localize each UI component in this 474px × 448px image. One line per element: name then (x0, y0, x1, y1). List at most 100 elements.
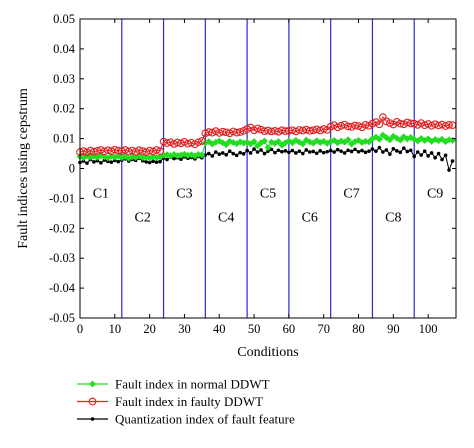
data-point (339, 149, 343, 153)
data-point (398, 150, 403, 155)
y-tick-label: -0.02 (49, 221, 75, 235)
data-point (445, 120, 453, 129)
x-tick-label: 0 (77, 322, 83, 336)
data-point (440, 157, 444, 162)
data-point (450, 159, 455, 163)
data-point (415, 150, 420, 154)
x-tick-label: 20 (143, 322, 156, 336)
legend-marker (88, 380, 97, 388)
data-point (294, 151, 298, 155)
data-point (90, 152, 98, 160)
y-tick-label: 0.02 (53, 102, 75, 116)
data-point (429, 151, 434, 155)
data-point (395, 149, 399, 153)
data-point (346, 148, 350, 153)
data-point (384, 148, 389, 152)
data-point (273, 150, 277, 155)
y-tick-label: -0.05 (49, 311, 75, 325)
data-point (400, 133, 408, 141)
data-point (231, 151, 235, 156)
data-point (382, 134, 390, 142)
x-tick-label: 60 (283, 322, 296, 336)
x-tick-label: 50 (248, 322, 261, 336)
data-point (151, 159, 155, 164)
data-point (349, 149, 354, 154)
data-point (198, 137, 206, 145)
data-point (280, 149, 284, 154)
data-point (287, 150, 291, 155)
data-point (381, 150, 385, 154)
data-point (154, 160, 159, 165)
condition-label: C1 (93, 186, 109, 201)
data-point (332, 150, 336, 154)
y-tick-label: 0 (69, 162, 75, 176)
series-1 (76, 131, 457, 162)
data-point (232, 128, 241, 137)
condition-label: C7 (343, 186, 359, 201)
data-point (135, 146, 144, 155)
data-point (370, 147, 375, 151)
legend: Fault index in normal DDWT Fault index in… (77, 377, 295, 427)
data-point (301, 151, 305, 156)
data-point (422, 149, 427, 153)
y-tick-label: 0.05 (53, 12, 75, 26)
data-point (412, 154, 417, 159)
data-point (116, 159, 121, 164)
data-point (210, 154, 215, 158)
data-point (361, 120, 370, 129)
legend-marker (88, 397, 97, 406)
x-tick-label: 90 (387, 322, 400, 336)
x-axis-label: Conditions (237, 345, 298, 360)
data-point (222, 141, 230, 149)
x-tick-label: 70 (317, 322, 330, 336)
data-point (386, 119, 394, 127)
data-point (375, 120, 384, 129)
data-point (321, 150, 326, 155)
data-point (243, 125, 251, 133)
data-point (318, 149, 323, 153)
data-point (144, 160, 148, 164)
data-point (260, 137, 269, 145)
data-point (255, 150, 260, 154)
condition-label: C4 (218, 210, 234, 225)
legend-label: Quantization index of fault feature (115, 412, 295, 427)
condition-label: C5 (260, 186, 276, 201)
data-point (344, 136, 352, 144)
series-layer (76, 113, 457, 172)
y-tick-label: -0.04 (49, 281, 76, 295)
data-point (319, 125, 328, 133)
data-point (391, 146, 396, 151)
data-point (238, 150, 242, 155)
data-point (290, 148, 295, 153)
data-point (248, 151, 253, 155)
data-point (419, 153, 423, 157)
data-point (266, 149, 270, 153)
y-tick-label: -0.03 (49, 251, 75, 265)
y-tick-label: 0.04 (53, 42, 76, 56)
data-point (90, 147, 98, 156)
data-point (426, 154, 430, 158)
data-point (274, 138, 282, 146)
x-tick-label: 80 (352, 322, 365, 336)
data-point (213, 150, 218, 154)
data-point (314, 151, 319, 156)
data-point (297, 149, 302, 153)
data-point (375, 135, 383, 143)
data-point (405, 149, 410, 154)
condition-dividers (121, 19, 415, 318)
data-point (172, 156, 176, 161)
condition-label: C6 (302, 210, 318, 225)
data-point (218, 127, 227, 136)
condition-label: C9 (427, 186, 443, 201)
data-point (342, 151, 347, 155)
data-point (335, 147, 340, 152)
data-point (311, 149, 316, 154)
data-point (408, 148, 413, 153)
x-tick-label: 30 (178, 322, 191, 336)
plot-frame (79, 18, 457, 319)
data-point (156, 147, 164, 156)
data-point (252, 147, 256, 151)
x-tick-label: 100 (419, 322, 438, 336)
data-point (307, 150, 312, 154)
